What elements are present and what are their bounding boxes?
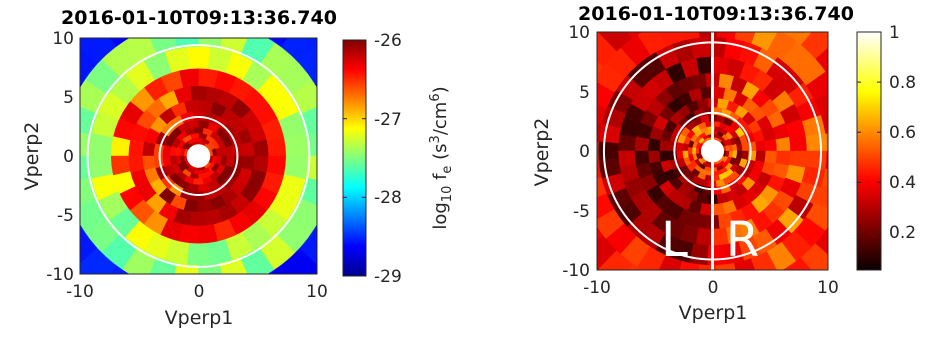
- right-xtick: -10: [583, 278, 611, 298]
- heatmap-cell: [825, 132, 828, 152]
- heatmap-cell: [659, 139, 670, 152]
- right-title: 2016-01-10T09:13:36.740: [578, 3, 854, 25]
- heatmap-cell: [314, 224, 317, 230]
- heatmap-cell: [636, 274, 668, 309]
- heatmap-cell: [189, 85, 208, 101]
- heatmap-cell: [789, 150, 808, 168]
- right-xlabel: Vperp1: [679, 302, 748, 324]
- heatmap-cell: [698, 147, 702, 155]
- heatmap-cell: [712, 86, 726, 100]
- center-hole: [186, 144, 211, 168]
- heatmap-cell: [675, 142, 684, 152]
- right-cbar-tick: 0.4: [889, 173, 916, 193]
- right-cbar-tick: 0.6: [889, 123, 916, 143]
- heatmap-cell: [109, 264, 130, 274]
- heatmap-cell: [775, 150, 791, 166]
- left-colorbar-ticks: [343, 39, 366, 277]
- left-colorbar-label: log10 fe (s3/cm6): [428, 86, 455, 229]
- left-ytick: 10: [52, 29, 74, 49]
- right-xtick: 10: [817, 278, 839, 298]
- left-xtick: 0: [194, 282, 205, 302]
- heatmap-cell: [191, 110, 206, 121]
- right-ytick: 0: [579, 142, 590, 162]
- overlay-label-left: L: [661, 212, 688, 268]
- heatmap-cell: [805, 150, 827, 170]
- heatmap-cell: [699, 202, 713, 216]
- velocity-circle: [158, 116, 239, 196]
- heatmap-cell: [194, 137, 203, 142]
- left-colorbar: [342, 39, 367, 277]
- right-ytick: -5: [573, 202, 590, 222]
- heatmap-cell: [236, 279, 275, 321]
- heatmap-cell: [598, 141, 619, 161]
- heatmap-cell: [80, 82, 83, 88]
- right-cbar-tick: 0.8: [889, 73, 916, 93]
- left-ytick: 0: [63, 147, 74, 167]
- right-ytick: 5: [579, 83, 590, 103]
- left-xtick: 10: [306, 282, 328, 302]
- left-xlabel: Vperp1: [165, 307, 234, 329]
- left-ylabel: Vperp2: [21, 122, 43, 191]
- heatmap-cell: [741, 150, 750, 160]
- heatmap-cell: [549, 91, 583, 121]
- heatmap-cell: [695, 147, 699, 155]
- heatmap-cell: [186, 242, 211, 266]
- heatmap-cell: [193, 178, 204, 185]
- heatmap-cell: [695, 227, 713, 246]
- heatmap-cell: [825, 150, 828, 170]
- heatmap-cell: [707, 244, 727, 266]
- heatmap-cell: [747, 278, 778, 313]
- right-colorbar-ticks: [857, 31, 881, 233]
- right-cbar-tick: 0.2: [889, 223, 916, 243]
- heatmap-cell: [267, 38, 288, 48]
- left-cbar-tick: -28: [374, 188, 402, 208]
- heatmap-cell: [712, 56, 730, 75]
- heatmap-cell: [707, 36, 727, 58]
- left-title: 2016-01-10T09:13:36.740: [61, 7, 337, 29]
- left-plot-frame: [79, 37, 318, 275]
- right-plot-frame: [596, 31, 829, 271]
- heatmap-cell: [755, 150, 766, 163]
- heatmap-cell: [189, 211, 208, 227]
- heatmap-cell: [691, 147, 697, 155]
- left-cbar-tick: -27: [374, 110, 402, 130]
- heatmap-cell: [782, 268, 786, 270]
- heatmap-cell: [186, 46, 211, 70]
- left-xtick: -10: [66, 282, 94, 302]
- heatmap-cell: [122, 279, 161, 321]
- left-ytick: -5: [57, 206, 74, 226]
- right-colorbar: [856, 31, 882, 271]
- heatmap-cell: [193, 127, 204, 134]
- heatmap-cell: [191, 191, 206, 202]
- heatmap-cell: [617, 134, 636, 152]
- heatmap-cell: [687, 147, 693, 155]
- velocity-circle: [86, 44, 311, 268]
- heatmap-cell: [627, 263, 643, 270]
- heatmap-cell: [597, 61, 604, 76]
- right-ytick: 10: [568, 23, 590, 43]
- panel-left: 2016-01-10T09:13:36.740 10 5 0 -5 -10 -1…: [21, 7, 455, 329]
- overlay-label-right: R: [726, 212, 759, 268]
- heatmap-cell: [194, 170, 203, 175]
- left-ytick: 5: [63, 88, 74, 108]
- heatmap-cell: [634, 136, 650, 152]
- right-ytick: -10: [562, 261, 590, 281]
- right-cbar-tick: 1: [889, 23, 900, 43]
- left-heatmap: [80, 38, 317, 321]
- left-ytick: -10: [46, 265, 74, 285]
- left-cbar-tick: -29: [374, 267, 402, 287]
- heatmap-cell: [647, 138, 661, 152]
- right-xtick: 0: [708, 278, 719, 298]
- right-ylabel: Vperp2: [531, 118, 553, 187]
- left-cbar-tick: -26: [374, 31, 402, 51]
- heatmap-cell: [764, 150, 778, 164]
